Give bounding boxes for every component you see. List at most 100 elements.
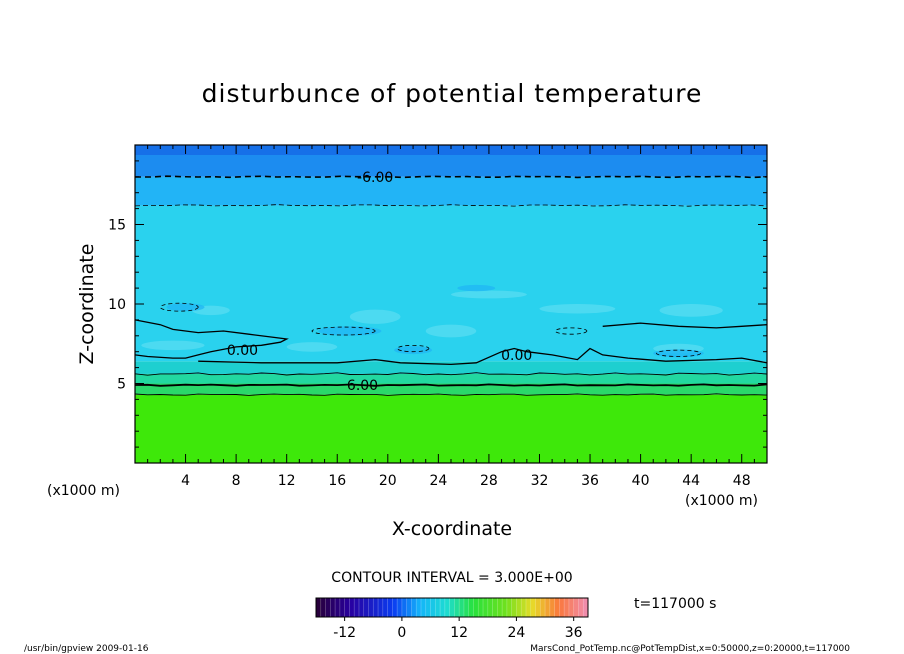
x-tick-label: 24 [429, 473, 447, 489]
y-tick-label: 5 [117, 377, 126, 393]
colorbar-segment [449, 598, 455, 617]
x-tick-label: 4 [181, 473, 190, 489]
layer-band [135, 145, 767, 155]
x-tick-label: 16 [328, 473, 346, 489]
colorbar-segment [430, 598, 436, 617]
footer-left: /usr/bin/gpview 2009-01-16 [24, 644, 149, 654]
colorbar-tick-label: -12 [333, 625, 356, 641]
contour-label: -6.00 [357, 170, 393, 186]
x-tick-label: 48 [733, 473, 751, 489]
x-axis-label: X-coordinate [392, 518, 512, 540]
layer-band [135, 394, 767, 463]
contour-loop [396, 344, 430, 353]
contour-line [135, 393, 767, 396]
colorbar-segment [578, 598, 584, 617]
contour-line [135, 383, 767, 387]
layer-band [135, 205, 767, 362]
colorbar-segment [454, 598, 460, 617]
time-label: t=117000 s [634, 596, 716, 612]
colorbar-segment [564, 598, 570, 617]
contour-line [135, 319, 289, 359]
colorbar-segment [506, 598, 512, 617]
pale-patch [451, 290, 527, 299]
colorbar-segment [397, 598, 403, 617]
colorbar-segment [382, 598, 388, 617]
contour-line [135, 372, 767, 376]
pale-patch [141, 340, 205, 351]
colorbar-segment [411, 598, 417, 617]
colorbar-segment [330, 598, 336, 617]
colorbar-segment [521, 598, 527, 617]
contour-loop [159, 302, 199, 312]
colorbar-segment [435, 598, 441, 617]
contour-loop [311, 326, 376, 336]
colorbar-segment [549, 598, 555, 617]
colorbar-segment [459, 598, 465, 617]
colorbar-segment [483, 598, 489, 617]
colorbar-frame [315, 597, 589, 618]
y-tick-label: 15 [108, 218, 126, 234]
x-tick-label: 44 [682, 473, 700, 489]
colorbar-tick-label: 36 [565, 625, 583, 641]
blue-patch [166, 303, 205, 312]
layer-band [135, 383, 767, 395]
y-axis-label: Z-coordinate [76, 244, 98, 365]
x-unit-label-left: (x1000 m) [47, 483, 120, 499]
colorbar-segment [468, 598, 474, 617]
x-tick-label: 8 [232, 473, 241, 489]
shaded-layers [135, 145, 767, 463]
y-tick-label: 10 [108, 297, 126, 313]
contour-label: 6.00 [347, 378, 378, 394]
x-tick-label: 28 [480, 473, 498, 489]
colorbar-segment [545, 598, 551, 617]
chart-title: disturbunce of potential temperature [202, 79, 703, 108]
colorbar-segment [368, 598, 374, 617]
contour-line [135, 175, 767, 179]
x-tick-label: 12 [278, 473, 296, 489]
pale-patch [425, 324, 477, 338]
layer-band [135, 373, 767, 384]
colorbar-segment [363, 598, 369, 617]
contour-line [198, 347, 767, 366]
colorbar-segment [530, 598, 536, 617]
colorbar-segment [344, 598, 350, 617]
contour-lines [135, 175, 767, 396]
blue-patch [653, 349, 704, 358]
colorbar-segment [497, 598, 503, 617]
colorbar-segment [492, 598, 498, 617]
blue-patch [457, 284, 496, 292]
colorbar-segment [416, 598, 422, 617]
colorbar-segment [473, 598, 479, 617]
colorbar-segment [554, 598, 560, 617]
contour-interval-text: CONTOUR INTERVAL = 3.000E+00 [331, 570, 572, 586]
colorbar-segment [559, 598, 565, 617]
pale-patch [286, 342, 338, 352]
colorbar-segment [354, 598, 360, 617]
footer-right: MarsCond_PotTemp.nc@PotTempDist,x=0:5000… [530, 644, 850, 654]
colorbar-segment [573, 598, 579, 617]
blue-patch [318, 326, 382, 336]
colorbar-segment [387, 598, 393, 617]
contour-loop [656, 349, 702, 357]
colorbar [315, 598, 589, 617]
x-tick-label: 20 [379, 473, 397, 489]
x-tick-label: 40 [632, 473, 650, 489]
colorbar-tick-label: 24 [508, 625, 526, 641]
colorbar-segment [325, 598, 331, 617]
contour-labels: -6.00 0.00 0.00 6.00 [227, 170, 532, 394]
colorbar-segment [392, 598, 398, 617]
colorbar-segment [487, 598, 493, 617]
colorbar-segment [568, 598, 574, 617]
x-unit-label-right: (x1000 m) [685, 493, 758, 509]
colorbar-segment [316, 598, 322, 617]
colorbar-segment [440, 598, 446, 617]
pale-patch [539, 304, 616, 314]
x-tick-label: 36 [581, 473, 599, 489]
layer-band [135, 361, 767, 374]
colorbar-segment [583, 598, 589, 617]
x-tick-label: 32 [531, 473, 549, 489]
colorbar-segment [320, 598, 326, 617]
colorbar-segment [525, 598, 532, 617]
